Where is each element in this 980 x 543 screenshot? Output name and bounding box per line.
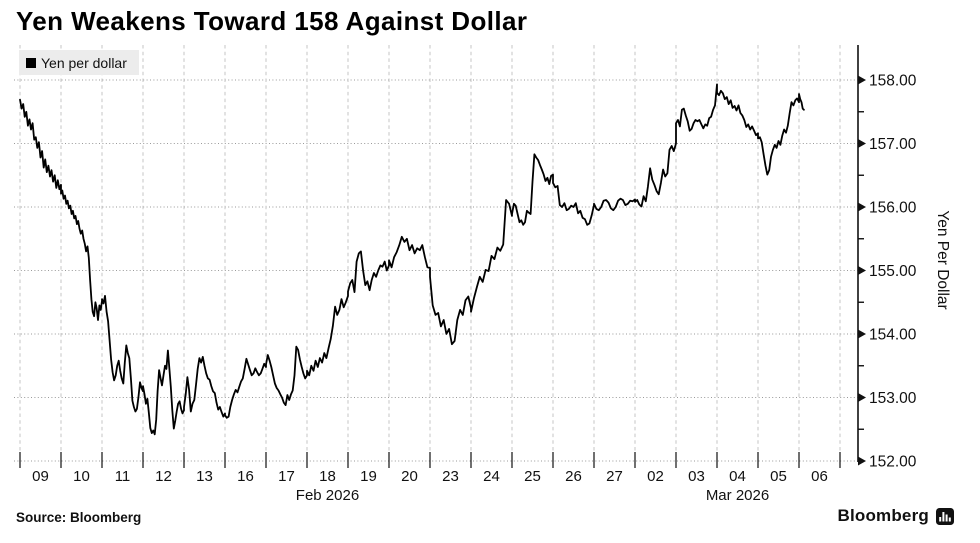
x-tick-label: 17: [278, 468, 295, 485]
x-tick-label: 12: [155, 468, 172, 485]
legend: Yen per dollar: [19, 50, 139, 75]
y-tick-label: 157.00: [869, 136, 917, 153]
y-major-tick: [858, 139, 866, 148]
v-gridlines: [19, 45, 841, 461]
y-major-tick: [858, 266, 866, 275]
y-major-tick: [858, 75, 866, 85]
x-tick-label: 16: [237, 468, 254, 485]
legend-label: Yen per dollar: [41, 54, 127, 71]
x-tick-label: 23: [442, 468, 459, 485]
x-tick-label: 19: [360, 468, 377, 485]
series-swatch-icon: [26, 57, 36, 68]
source-attribution: Source: Bloomberg: [16, 510, 142, 525]
x-tick-label: 11: [115, 468, 131, 485]
h-gridlines: [14, 79, 858, 462]
x-tick-label: 20: [401, 468, 418, 485]
x-tick-label: 05: [770, 468, 787, 485]
y-axis-title: Yen Per Dollar: [934, 210, 951, 309]
bloomberg-logo: Bloomberg: [837, 506, 954, 526]
x-tick-label: 27: [606, 468, 623, 485]
x-month-label: Mar 2026: [706, 487, 769, 504]
x-tick-label: 06: [811, 468, 828, 485]
y-tick-label: 152.00: [869, 454, 917, 471]
y-tick-label: 153.00: [869, 390, 917, 407]
chart-title: Yen Weakens Toward 158 Against Dollar: [16, 6, 528, 36]
y-axis: 152.00 153.00 154.00 155.00 156.00 157.00 158.…: [857, 45, 951, 471]
y-tick-label: 154.00: [869, 327, 917, 344]
y-tick-label: 158.00: [869, 73, 917, 90]
x-tick-label: 02: [647, 468, 664, 485]
x-tick-label: 26: [565, 468, 582, 485]
x-tick-label: 09: [32, 468, 49, 485]
x-tick-label: 24: [483, 468, 500, 485]
x-tick-label: 03: [688, 468, 705, 485]
x-tick-label: 25: [524, 468, 541, 485]
x-tick-label: 13: [196, 468, 213, 485]
y-major-tick: [858, 202, 866, 212]
bloomberg-wordmark: Bloomberg: [837, 506, 929, 525]
x-tick-label: 04: [729, 468, 746, 485]
y-major-tick: [858, 393, 866, 402]
price-line: [19, 83, 805, 436]
bloomberg-bars-icon: [936, 507, 954, 525]
x-tick-label: 18: [319, 468, 336, 485]
x-tick-label: 10: [73, 468, 90, 485]
y-tick-label: 155.00: [869, 263, 917, 280]
y-major-tick: [858, 456, 866, 466]
y-major-tick: [858, 329, 866, 339]
x-month-label: Feb 2026: [296, 487, 359, 504]
y-tick-label: 156.00: [869, 200, 917, 217]
x-axis: 09 10 11 12 13 16 17 18 19 20 23 24 25 26 27 02 03 04 05 06…: [19, 452, 841, 504]
